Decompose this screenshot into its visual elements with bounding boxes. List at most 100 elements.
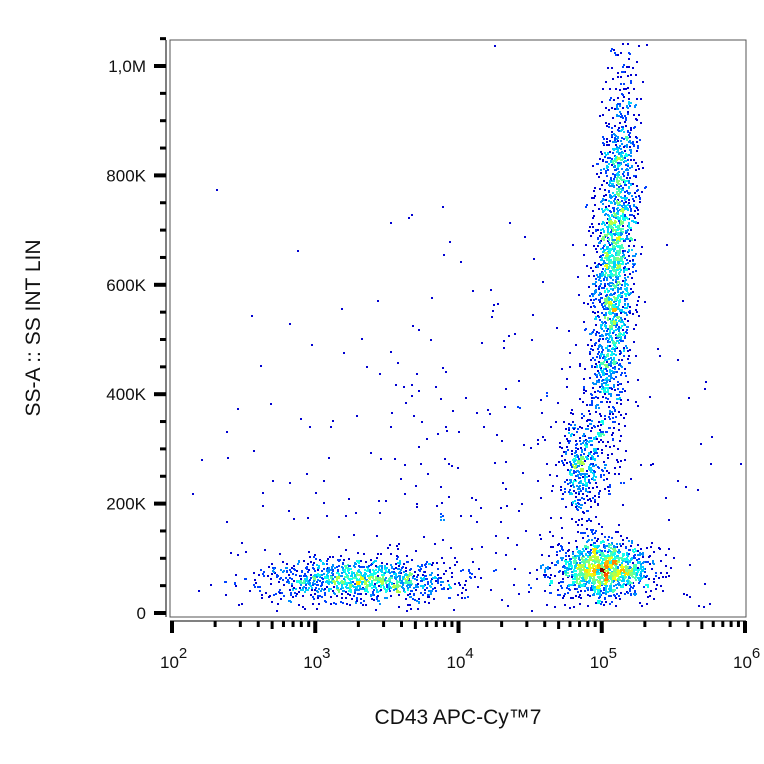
data-point — [262, 505, 264, 507]
data-point — [613, 49, 615, 51]
data-point — [198, 590, 200, 592]
data-point — [609, 555, 611, 557]
data-point — [609, 327, 611, 329]
data-point — [636, 185, 638, 187]
data-point — [624, 298, 626, 300]
data-point — [593, 593, 595, 595]
data-point — [648, 578, 650, 580]
data-point — [634, 557, 636, 559]
data-point — [555, 421, 557, 423]
data-point — [595, 448, 597, 450]
data-point — [449, 587, 451, 589]
data-point — [299, 587, 301, 589]
data-point — [612, 207, 614, 209]
data-point — [590, 467, 592, 469]
data-point — [631, 542, 633, 544]
data-point — [600, 355, 602, 357]
data-point — [607, 560, 609, 562]
data-point — [600, 248, 602, 250]
data-point — [609, 401, 611, 403]
data-point — [629, 260, 631, 262]
data-point — [586, 204, 588, 206]
data-point — [295, 595, 297, 597]
data-point — [447, 580, 449, 582]
data-point — [288, 582, 290, 584]
data-point — [604, 321, 606, 323]
data-point — [632, 259, 634, 261]
data-point — [607, 318, 609, 320]
data-point — [610, 377, 612, 379]
data-point — [611, 107, 613, 109]
data-point — [586, 495, 588, 497]
data-point — [558, 582, 560, 584]
data-point — [424, 589, 426, 591]
data-point — [409, 586, 411, 588]
data-point — [604, 189, 606, 191]
data-point — [613, 200, 615, 202]
data-point — [614, 220, 616, 222]
data-point — [588, 566, 590, 568]
data-point — [580, 597, 582, 599]
data-point — [401, 586, 403, 588]
data-point — [637, 147, 639, 149]
data-point — [575, 447, 577, 449]
data-point — [399, 591, 401, 593]
data-point — [603, 479, 605, 481]
data-point — [360, 560, 362, 562]
data-point — [623, 96, 625, 98]
data-point — [445, 426, 447, 428]
data-point — [603, 374, 605, 376]
data-point — [629, 582, 631, 584]
data-point — [622, 321, 624, 323]
data-point — [619, 264, 621, 266]
data-point — [603, 372, 605, 374]
data-point — [594, 262, 596, 264]
data-point — [595, 602, 597, 604]
data-point — [596, 540, 598, 542]
data-point — [589, 580, 591, 582]
data-point — [302, 587, 304, 589]
data-point — [575, 444, 577, 446]
data-point — [353, 565, 355, 567]
data-point — [608, 221, 610, 223]
data-point — [448, 597, 450, 599]
data-point — [444, 458, 446, 460]
data-point — [443, 519, 445, 521]
data-point — [370, 559, 372, 561]
data-point — [577, 591, 579, 593]
data-point — [317, 569, 319, 571]
data-point — [548, 555, 550, 557]
data-point — [652, 562, 654, 564]
data-point — [586, 567, 588, 569]
data-point — [628, 154, 630, 156]
data-point — [619, 218, 621, 220]
data-point — [590, 500, 592, 502]
data-point — [598, 421, 600, 423]
data-point — [583, 378, 585, 380]
data-point — [611, 348, 613, 350]
data-point — [590, 552, 592, 554]
data-point — [417, 574, 419, 576]
data-point — [635, 74, 637, 76]
data-point — [408, 584, 410, 586]
data-point — [625, 184, 627, 186]
data-point — [192, 493, 194, 495]
data-point — [625, 547, 627, 549]
data-point — [603, 195, 605, 197]
data-point — [601, 383, 603, 385]
data-point — [375, 579, 377, 581]
data-point — [614, 174, 616, 176]
data-point — [348, 590, 350, 592]
data-point — [618, 368, 620, 370]
data-point — [283, 584, 285, 586]
data-point — [627, 87, 629, 89]
data-point — [573, 486, 575, 488]
data-point — [421, 580, 423, 582]
data-point — [620, 399, 622, 401]
data-point — [333, 580, 335, 582]
data-point — [609, 350, 611, 352]
data-point — [356, 578, 358, 580]
data-point — [600, 557, 602, 559]
data-point — [629, 588, 631, 590]
data-point — [610, 361, 612, 363]
